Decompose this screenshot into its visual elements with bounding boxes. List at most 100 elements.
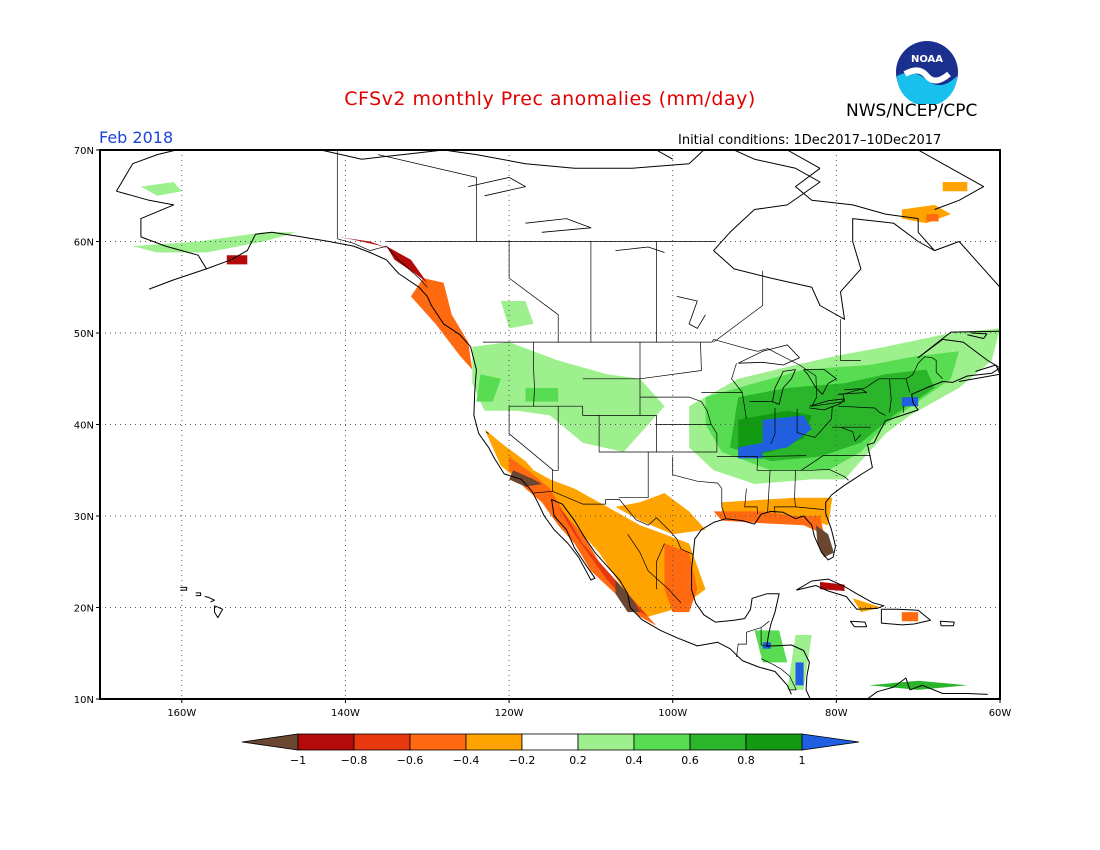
anomaly-region	[410, 278, 473, 370]
coastline	[204, 596, 215, 603]
agency-label: NWS/NCEP/CPC	[846, 101, 978, 121]
border-line	[736, 620, 770, 657]
border-line	[582, 342, 702, 380]
border-line	[656, 424, 718, 453]
border-line	[889, 378, 892, 413]
noaa-logo-graphic: NOAA	[896, 41, 958, 104]
anomaly-region	[901, 397, 919, 407]
colorbar-bin	[409, 733, 467, 751]
lat-tick-label: 20N	[74, 604, 94, 615]
border-line	[627, 534, 682, 604]
colorbar-bin	[353, 733, 411, 751]
graticule	[100, 150, 1000, 699]
border-line	[759, 455, 807, 457]
lon-tick-label: 160W	[167, 708, 196, 719]
lat-tick-label: 30N	[74, 512, 94, 523]
lake-outline	[615, 246, 665, 253]
anomaly-region	[140, 182, 182, 196]
anomaly-region	[132, 232, 297, 253]
political-borders	[336, 150, 943, 691]
colorbar-label: −1	[290, 754, 306, 767]
lake-outline	[485, 431, 489, 435]
border-line	[533, 342, 535, 407]
border-line	[801, 468, 849, 481]
border-line	[767, 470, 771, 513]
border-line	[509, 405, 657, 453]
colorbar-label: −0.6	[397, 754, 424, 767]
anomaly-region	[509, 456, 657, 626]
coastline	[880, 608, 931, 626]
coastline	[787, 150, 821, 169]
coastline	[115, 150, 1000, 320]
colorbar-label: −0.2	[509, 754, 536, 767]
anomaly-region	[541, 488, 649, 617]
coastline	[206, 231, 471, 348]
colorbar-bin	[297, 733, 355, 751]
lake-outline	[772, 369, 796, 405]
anomaly-region	[869, 680, 968, 690]
lake-outline	[468, 176, 526, 197]
anomaly-region	[820, 581, 845, 591]
anomaly-region	[942, 182, 968, 192]
border-line	[760, 627, 770, 648]
coastline	[656, 150, 673, 160]
coastline	[214, 605, 224, 619]
anomaly-region	[926, 214, 939, 222]
colorbar-bin	[465, 733, 523, 751]
coastline	[116, 190, 207, 290]
lat-tick-label: 40N	[74, 421, 94, 432]
border-line	[731, 363, 747, 420]
anomaly-region	[852, 598, 882, 613]
anomaly-region	[226, 255, 248, 265]
longitude-ticks: 160W 140W 120W 100W 80W 60W	[167, 699, 1011, 719]
lake-outline	[525, 218, 592, 233]
border-line	[840, 426, 862, 442]
border-line	[672, 456, 727, 519]
lat-tick-label: 10N	[74, 695, 94, 706]
latitude-ticks: 70N 60N 50N 40N 30N 20N 10N	[74, 146, 100, 706]
border-line	[837, 405, 886, 416]
coastline	[939, 620, 955, 627]
border-line	[744, 488, 759, 515]
colorbar-label: 0.8	[737, 754, 755, 767]
lat-tick-label: 50N	[74, 329, 94, 340]
anomaly-region	[509, 470, 542, 487]
border-line	[508, 241, 559, 343]
coastline	[470, 346, 792, 695]
border-line	[796, 406, 833, 438]
border-line	[795, 506, 825, 510]
border-line	[552, 406, 559, 492]
coastline	[180, 586, 188, 591]
lat-tick-label: 70N	[74, 146, 94, 157]
border-line	[716, 455, 871, 471]
border-line	[482, 339, 943, 407]
coastline	[795, 167, 935, 251]
border-line	[508, 406, 554, 471]
border-line	[760, 658, 797, 691]
border-line	[640, 396, 702, 402]
lake-outline	[738, 344, 800, 366]
border-line	[656, 543, 665, 590]
colorbar-label: 1	[799, 754, 806, 767]
border-line	[701, 401, 712, 425]
coastline	[691, 554, 811, 699]
coastline	[849, 620, 868, 628]
border-line	[905, 378, 911, 393]
border-line	[618, 452, 649, 499]
lon-tick-label: 80W	[825, 708, 848, 719]
lakes	[468, 176, 867, 435]
colorbar-max-arrow	[801, 733, 860, 751]
initial-conditions: Initial conditions: 1Dec2017–10Dec2017	[678, 133, 942, 148]
lake-outline	[676, 296, 706, 329]
colorbar-label: −0.8	[341, 754, 368, 767]
anomaly-region	[386, 246, 428, 283]
anomaly-region	[476, 374, 501, 402]
anomaly-region	[500, 301, 534, 329]
colorbar-bin	[577, 733, 635, 751]
colorbar-label: 0.4	[625, 754, 643, 767]
colorbar-min-arrow	[241, 733, 299, 751]
anomaly-region	[901, 612, 919, 622]
coastline	[866, 677, 988, 699]
coastlines	[115, 150, 1000, 699]
